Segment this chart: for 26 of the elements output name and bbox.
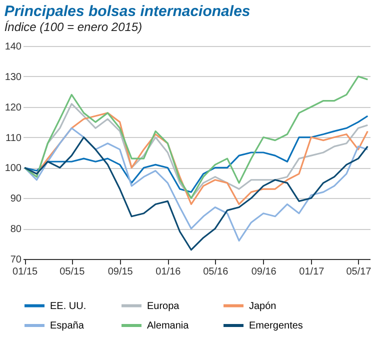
legend-label: Emergentes — [249, 320, 303, 332]
y-tick-label: 120 — [4, 102, 22, 114]
x-tick-label: 05/15 — [60, 266, 86, 278]
y-tick-label: 110 — [6, 132, 22, 144]
x-tick-label: 01/17 — [299, 266, 325, 278]
x-tick-label: 01/15 — [12, 266, 38, 278]
legend-label: Europa — [147, 300, 180, 312]
legend-label: EE. UU. — [50, 300, 86, 312]
legend-label: España — [50, 320, 84, 332]
chart-title: Principales bolsas internacionales — [4, 3, 250, 20]
line-series — [24, 115, 368, 193]
x-tick-label: 05/16 — [203, 266, 229, 278]
y-tick-label: 100 — [4, 163, 22, 174]
y-tick-label: 90 — [10, 194, 22, 205]
x-tick-label: 09/15 — [108, 266, 134, 278]
y-tick-label: 130 — [4, 72, 22, 83]
y-tick-label: 140 — [4, 42, 22, 52]
x-tick-label: 05/17 — [346, 266, 372, 278]
x-tick-label: 09/16 — [251, 266, 277, 278]
line-series — [24, 76, 368, 199]
legend-label: Japón — [249, 300, 276, 312]
chart-subtitle: Índice (100 = enero 2015) — [4, 20, 142, 34]
x-tick-label: 01/16 — [156, 266, 182, 278]
legend-label: Alemania — [147, 320, 190, 332]
y-tick-label: 80 — [10, 224, 22, 236]
y-tick-label: 70 — [10, 254, 22, 266]
